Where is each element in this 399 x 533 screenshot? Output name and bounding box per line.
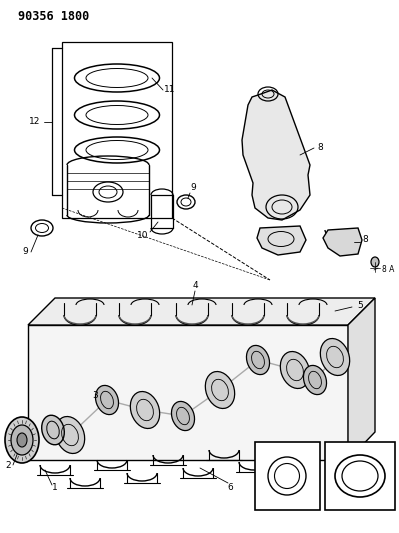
Text: 2: 2 <box>5 461 11 470</box>
Ellipse shape <box>304 366 326 394</box>
Text: 9: 9 <box>22 247 28 256</box>
Ellipse shape <box>41 415 64 445</box>
Text: 10: 10 <box>137 230 149 239</box>
Polygon shape <box>28 298 375 325</box>
Text: 8: 8 <box>362 236 368 245</box>
Polygon shape <box>323 228 362 256</box>
Text: 3: 3 <box>92 391 98 400</box>
Ellipse shape <box>130 392 160 429</box>
Ellipse shape <box>11 425 33 455</box>
Ellipse shape <box>172 401 195 431</box>
Ellipse shape <box>17 433 27 447</box>
Polygon shape <box>28 325 348 460</box>
Text: 6: 6 <box>227 482 233 491</box>
Text: 9: 9 <box>190 183 196 192</box>
Ellipse shape <box>320 338 350 375</box>
Text: 90356 1800: 90356 1800 <box>18 10 89 23</box>
Polygon shape <box>255 442 320 510</box>
Ellipse shape <box>205 372 235 408</box>
Polygon shape <box>242 90 310 220</box>
Text: 14: 14 <box>264 446 276 455</box>
Polygon shape <box>257 226 306 255</box>
Polygon shape <box>348 298 375 460</box>
Polygon shape <box>325 442 395 510</box>
Ellipse shape <box>5 417 39 463</box>
Text: 12: 12 <box>29 117 41 126</box>
Ellipse shape <box>371 257 379 267</box>
Ellipse shape <box>247 345 270 375</box>
Text: 8 A: 8 A <box>382 265 394 274</box>
Text: 11: 11 <box>164 85 176 94</box>
Text: 13: 13 <box>354 498 366 507</box>
Text: 4: 4 <box>192 280 198 289</box>
Text: 5: 5 <box>357 301 363 310</box>
Text: 8: 8 <box>317 143 323 152</box>
Ellipse shape <box>55 416 85 454</box>
Ellipse shape <box>280 352 310 389</box>
Ellipse shape <box>95 385 119 415</box>
Text: 1: 1 <box>52 483 58 492</box>
